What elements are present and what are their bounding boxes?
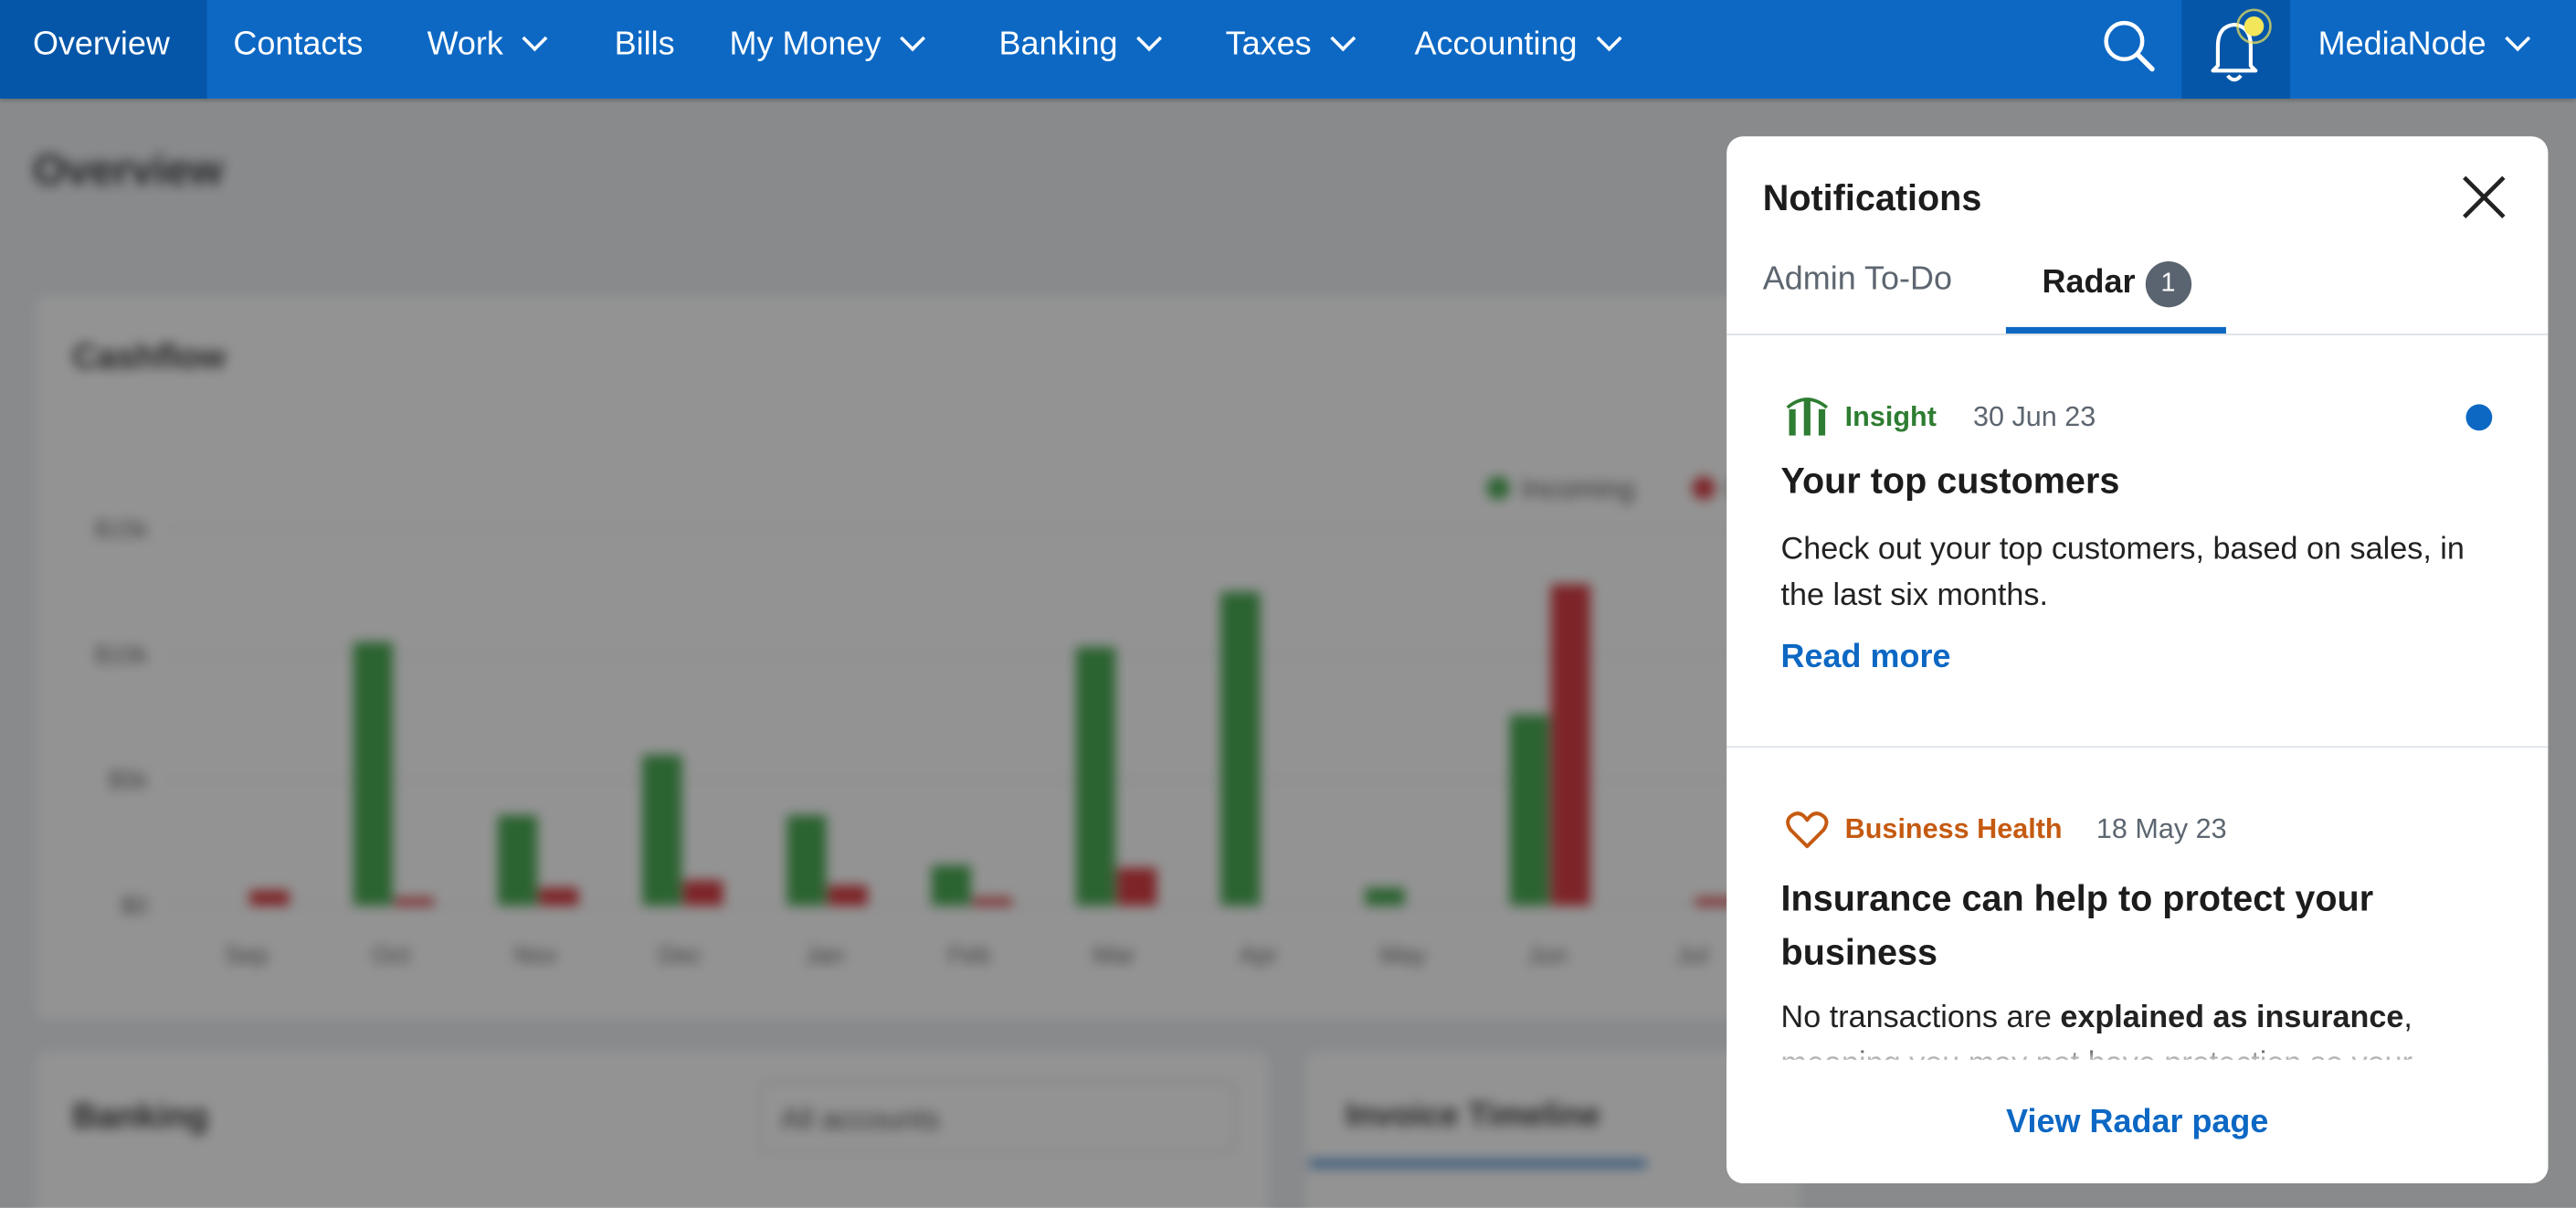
nav-item[interactable]: Accounting	[1388, 0, 1652, 99]
tab-label: Radar	[2042, 264, 2136, 302]
nav-item[interactable]: Bills	[588, 0, 703, 99]
bell-icon	[2211, 8, 2272, 82]
nav-label: Banking	[998, 26, 1118, 63]
chevron	[522, 26, 548, 52]
account-menu[interactable]: MediaNode	[2318, 0, 2576, 99]
nav-label: Accounting	[1414, 26, 1578, 63]
nav-label: Contacts	[233, 26, 364, 63]
notification-date: 18 May 23	[2096, 813, 2227, 845]
chevron	[900, 26, 926, 52]
nav-item[interactable]: Work	[401, 0, 588, 99]
notification-body: Check out your top customers, based on s…	[1780, 532, 2465, 613]
notification-kind: Business Health	[1844, 813, 2063, 845]
nav-label: My Money	[729, 26, 882, 63]
chevron	[1136, 26, 1163, 52]
health-icon	[1786, 811, 1829, 849]
view-radar-link[interactable]: View Radar page	[2006, 1104, 2269, 1141]
chevron	[2505, 26, 2531, 52]
tab-label: Admin To-Do	[1762, 260, 1953, 298]
nav-item[interactable]: Banking	[973, 0, 1199, 99]
search-icon[interactable]	[2101, 18, 2157, 74]
notification-kind: Insight	[1844, 400, 1937, 432]
chevron	[1330, 26, 1357, 52]
nav-item[interactable]: Overview	[0, 0, 207, 99]
tab[interactable]: Radar 1	[2042, 260, 2191, 308]
nav-label: Overview	[32, 26, 170, 63]
nav-label: Taxes	[1225, 26, 1312, 63]
divider	[1726, 334, 2549, 335]
nav-label: Bills	[614, 26, 675, 63]
bell-button[interactable]	[2181, 0, 2291, 99]
nav-item[interactable]: My Money	[703, 0, 973, 99]
nav-label: Work	[427, 26, 503, 63]
panel-footer: View Radar page	[1726, 1060, 2549, 1183]
tab[interactable]: Admin To-Do	[1763, 261, 1952, 299]
read-more-link[interactable]: Read more	[1780, 639, 1951, 676]
top-nav: Overview Contacts Work Bills My Money Banking…	[0, 0, 2576, 99]
notification-title: Insurance can help to protect your busin…	[1780, 877, 2374, 973]
divider	[1726, 746, 2549, 748]
nav-item[interactable]: Taxes	[1199, 0, 1388, 99]
insight-icon	[1786, 397, 1829, 436]
body-bold: explained as insurance	[2060, 1001, 2404, 1036]
panel-title: Notifications	[1762, 177, 1982, 219]
notification-title: Your top customers	[1780, 460, 2120, 502]
chevron	[1596, 26, 1622, 52]
notifications-panel: Notifications Admin To-Do Radar 1 Insight …	[1726, 136, 2549, 1183]
body-text: No transactions are	[1780, 1001, 2061, 1036]
tab-badge: 1	[2145, 260, 2191, 308]
close-button[interactable]	[2459, 173, 2508, 222]
tab-underline	[2005, 326, 2226, 334]
account-name: MediaNode	[2317, 26, 2486, 63]
nav-item[interactable]: Contacts	[207, 0, 401, 99]
notification-date: 30 Jun 23	[1972, 400, 2096, 432]
unread-dot	[2465, 404, 2493, 431]
